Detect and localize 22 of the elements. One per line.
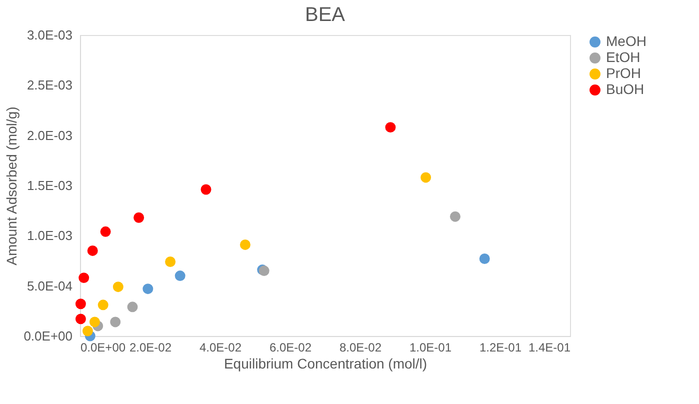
y-tick-label: 2.0E-03 <box>26 128 72 143</box>
x-tick-label: 2.0E-02 <box>129 340 172 354</box>
x-tick-label: 8.0E-02 <box>339 340 382 354</box>
x-tick-label: 0.0E+00 <box>80 340 126 354</box>
legend-label: EtOH <box>606 49 640 65</box>
y-tick-label: 0.0E+00 <box>24 328 72 344</box>
y-axis-title: Amount Adsorbed (mol/g) <box>4 106 20 266</box>
x-tick-label: 1.0E-01 <box>409 340 452 354</box>
x-tick-label: 6.0E-02 <box>269 340 312 354</box>
legend-label: PrOH <box>606 65 641 81</box>
chart-title: BEA <box>304 4 346 26</box>
y-tick-label: 1.5E-03 <box>26 178 72 193</box>
legend-label: BuOH <box>606 81 644 97</box>
x-axis-title: Equilibrium Concentration (mol/l) <box>224 356 428 372</box>
x-tick-label: 4.0E-02 <box>199 340 242 354</box>
x-tick-label: 1.2E-01 <box>479 340 522 354</box>
y-tick-label: 5.0E-04 <box>26 278 72 294</box>
y-tick-label: 1.0E-03 <box>26 228 72 244</box>
legend-label: MeOH <box>606 33 646 49</box>
x-tick-label: 1.4E-01 <box>528 340 571 354</box>
y-tick-label: 2.5E-03 <box>26 78 72 93</box>
y-tick-label: 3.0E-03 <box>26 28 72 42</box>
